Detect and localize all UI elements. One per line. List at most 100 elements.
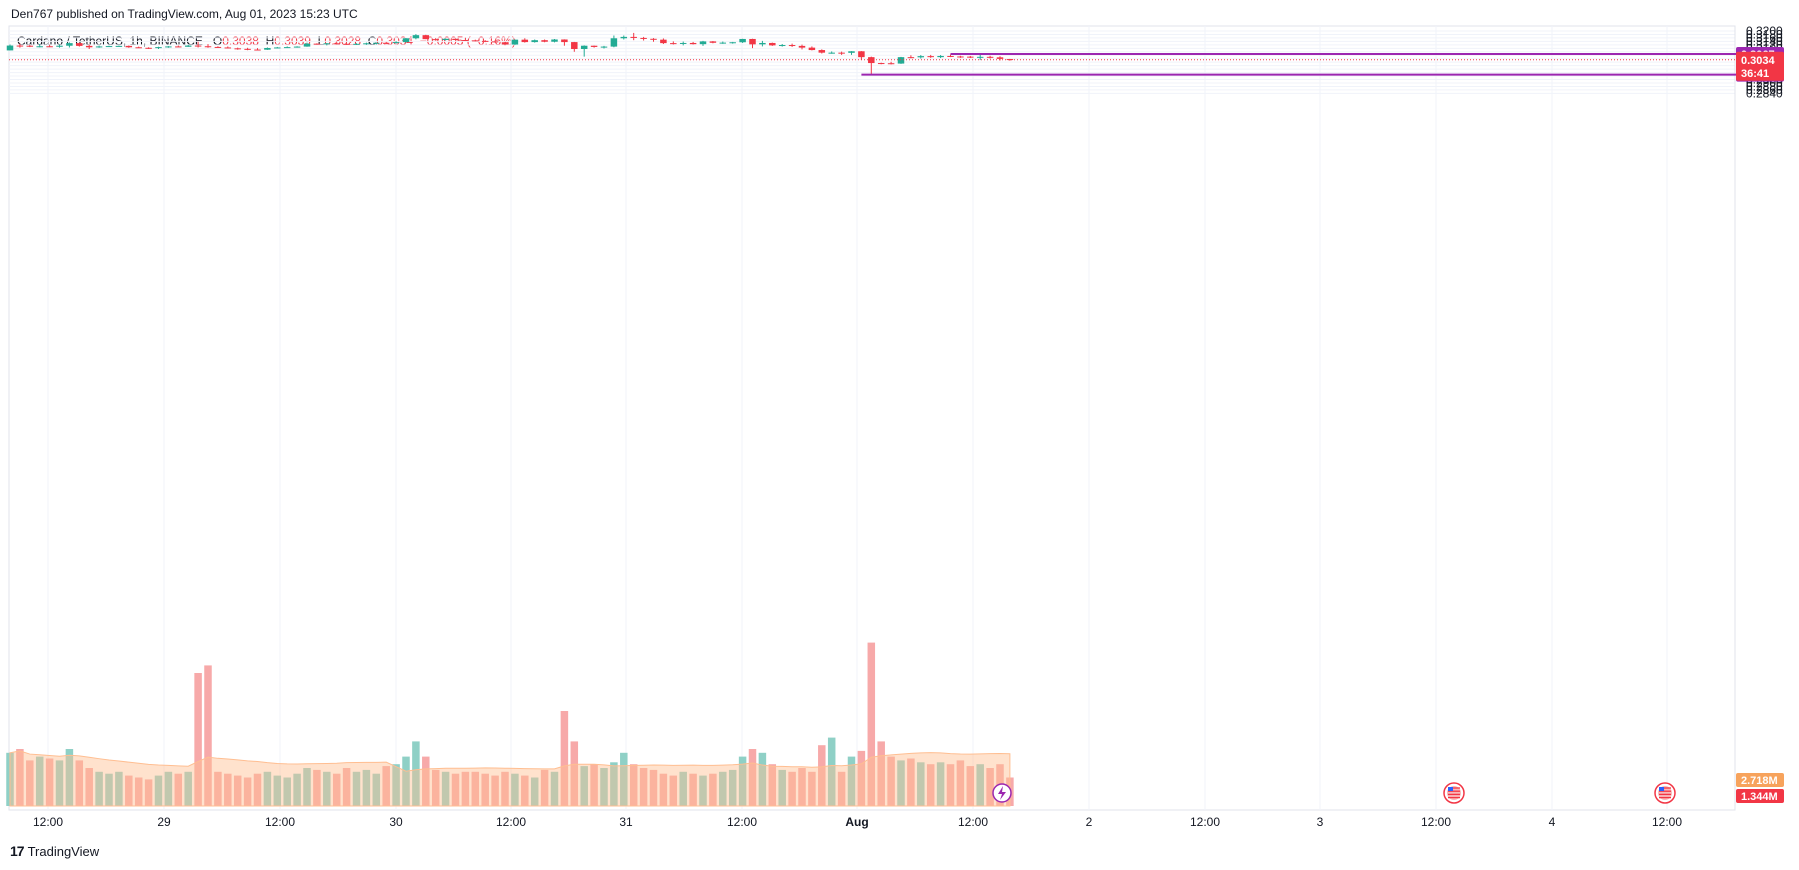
candle-body[interactable] (274, 47, 281, 49)
candle-body[interactable] (769, 42, 776, 46)
candle-body[interactable] (1006, 59, 1014, 61)
candle-body[interactable] (155, 47, 162, 49)
candle-body[interactable] (333, 43, 340, 45)
candle-body[interactable] (838, 52, 845, 54)
candle-body[interactable] (640, 37, 647, 39)
candle-body[interactable] (778, 45, 786, 47)
candle-body[interactable] (95, 46, 103, 48)
candle-body[interactable] (986, 56, 994, 58)
candle-body[interactable] (947, 55, 954, 57)
candle-body[interactable] (937, 55, 944, 58)
candle-body[interactable] (105, 46, 113, 48)
candle-body[interactable] (907, 57, 915, 59)
candle-body[interactable] (719, 42, 727, 44)
candle-body[interactable] (56, 45, 63, 47)
candle-body[interactable] (996, 57, 1004, 59)
candle-body[interactable] (897, 57, 905, 64)
candle-body[interactable] (46, 46, 53, 48)
candle-body[interactable] (115, 45, 123, 47)
candle-body[interactable] (551, 39, 558, 42)
candle-body[interactable] (749, 38, 756, 45)
candle-body[interactable] (670, 43, 677, 45)
candle-body[interactable] (412, 35, 420, 39)
candle-body[interactable] (303, 43, 311, 47)
candle-body[interactable] (26, 45, 34, 47)
candle-body[interactable] (689, 42, 697, 45)
candle-body[interactable] (283, 47, 291, 49)
candle-body[interactable] (848, 51, 855, 53)
candle-body[interactable] (729, 42, 736, 44)
candle-body[interactable] (6, 45, 14, 51)
candle-body[interactable] (917, 56, 925, 58)
candle-body[interactable] (204, 46, 212, 48)
candle-body[interactable] (76, 43, 83, 46)
candle-body[interactable] (353, 43, 360, 45)
candle-body[interactable] (184, 45, 192, 47)
candle-body[interactable] (66, 43, 73, 46)
candle-body[interactable] (798, 45, 806, 48)
candle-body[interactable] (125, 45, 133, 48)
candle-body[interactable] (927, 56, 934, 58)
candle-body[interactable] (462, 40, 469, 42)
candle-body[interactable] (660, 39, 667, 44)
candle-body[interactable] (402, 38, 410, 43)
candle-body[interactable] (432, 39, 439, 41)
candle-body[interactable] (531, 40, 538, 43)
price-chart[interactable]: 0.32000.31800.31600.31400.31200.31000.30… (0, 0, 1799, 830)
candle-body[interactable] (580, 45, 588, 50)
candle-body[interactable] (600, 46, 608, 48)
candle-body[interactable] (521, 39, 529, 43)
candle-body[interactable] (630, 36, 637, 38)
candle-body[interactable] (244, 48, 251, 50)
candle-body[interactable] (313, 43, 321, 45)
candle-body[interactable] (363, 43, 370, 45)
candle-body[interactable] (145, 47, 152, 49)
candle-body[interactable] (16, 45, 24, 47)
candle-body[interactable] (501, 42, 509, 45)
candle-body[interactable] (343, 43, 350, 45)
candle-body[interactable] (491, 41, 499, 43)
candle-body[interactable] (511, 39, 519, 45)
candle-body[interactable] (224, 47, 232, 49)
tradingview-logo[interactable]: 17 TradingView (10, 843, 99, 859)
candle-body[interactable] (194, 45, 202, 47)
candle-body[interactable] (254, 49, 261, 51)
candle-body[interactable] (442, 38, 449, 41)
candle-body[interactable] (590, 45, 598, 47)
candle-body[interactable] (620, 36, 628, 39)
candle-body[interactable] (709, 41, 717, 43)
candle-body[interactable] (85, 45, 93, 48)
candle-body[interactable] (481, 40, 489, 42)
candle-body[interactable] (472, 40, 479, 42)
candle-body[interactable] (976, 56, 984, 58)
candle-body[interactable] (452, 38, 459, 41)
candle-body[interactable] (699, 41, 707, 45)
candle-body[interactable] (957, 56, 964, 58)
candle-body[interactable] (293, 46, 301, 48)
candle-body[interactable] (382, 42, 390, 44)
candle-body[interactable] (561, 39, 568, 43)
candle-body[interactable] (373, 42, 380, 44)
candle-body[interactable] (422, 35, 430, 40)
candle-body[interactable] (858, 51, 865, 58)
candle-body[interactable] (165, 46, 172, 48)
candle-body[interactable] (392, 42, 400, 44)
candle-body[interactable] (650, 38, 657, 40)
candle-body[interactable] (788, 45, 796, 47)
candle-body[interactable] (571, 42, 578, 50)
candle-body[interactable] (739, 38, 746, 43)
candle-body[interactable] (818, 50, 826, 53)
candle-body[interactable] (887, 63, 895, 65)
candle-body[interactable] (234, 48, 241, 50)
candle-body[interactable] (679, 42, 687, 44)
candle-body[interactable] (175, 46, 182, 48)
candle-body[interactable] (323, 43, 331, 45)
candle-body[interactable] (868, 57, 875, 64)
candle-body[interactable] (759, 42, 766, 45)
candle-body[interactable] (135, 47, 142, 49)
candle-body[interactable] (214, 46, 222, 48)
candle-body[interactable] (36, 46, 43, 48)
candle-body[interactable] (610, 38, 618, 47)
candle-body[interactable] (541, 40, 548, 42)
candle-body[interactable] (264, 47, 271, 50)
